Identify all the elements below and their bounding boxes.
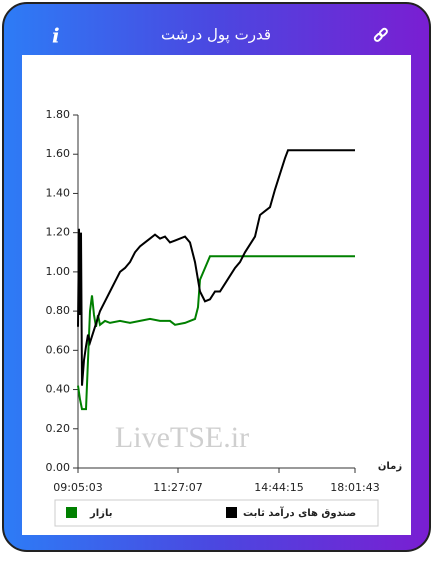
y-tick-label: 1.00: [46, 265, 71, 278]
legend-swatch: [66, 507, 77, 518]
x-axis-label: زمان: [378, 461, 402, 472]
link-icon[interactable]: [373, 27, 388, 42]
x-tick-label: 09:05:03: [53, 481, 102, 494]
legend-label: صندوق های درآمد ثابت: [243, 506, 356, 519]
y-tick-label: 0.60: [46, 343, 71, 356]
x-tick-label: 14:44:15: [254, 481, 303, 494]
y-tick-label: 0.80: [46, 304, 71, 317]
watermark: LiveTSE.ir: [115, 421, 249, 454]
legend: [54, 499, 379, 527]
y-tick-label: 0.00: [46, 461, 71, 474]
series-line: [77, 149, 355, 386]
x-tick-label: 18:01:43: [330, 481, 379, 494]
legend-swatch: [226, 507, 237, 518]
legend-label: بازار: [89, 508, 112, 519]
y-tick-label: 1.60: [46, 147, 71, 160]
y-tick-label: 1.80: [46, 108, 71, 121]
panel: [22, 55, 411, 535]
header-title: قدرت پول درشت: [161, 26, 271, 45]
y-tick-label: 0.40: [46, 383, 71, 396]
y-tick-label: 0.20: [46, 422, 71, 435]
y-tick-label: 1.20: [46, 226, 71, 239]
y-tick-label: 1.40: [46, 186, 71, 199]
info-icon[interactable]: i: [52, 24, 60, 48]
series-line: [77, 255, 355, 411]
x-tick-label: 11:27:07: [153, 481, 202, 494]
